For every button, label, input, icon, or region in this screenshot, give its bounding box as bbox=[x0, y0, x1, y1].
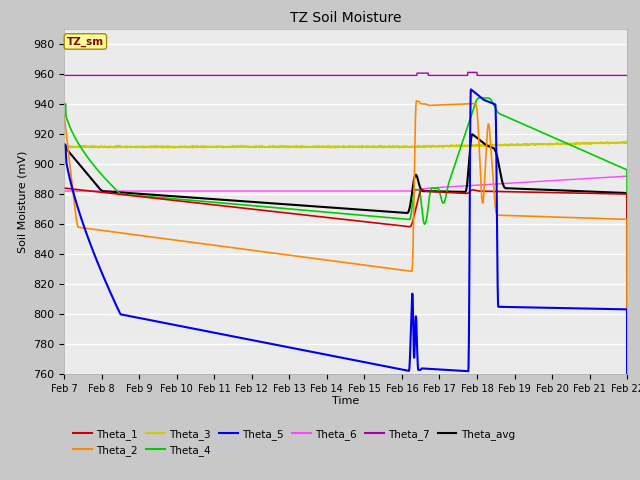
Theta_7 bbox=[276, 72, 284, 78]
Theta_2 bbox=[612, 216, 620, 222]
Theta_7 bbox=[612, 72, 620, 78]
Theta_7 bbox=[464, 70, 472, 75]
Theta_3 bbox=[124, 144, 132, 150]
Theta_4 bbox=[301, 207, 308, 213]
Theta_6 bbox=[124, 188, 132, 194]
Text: TZ_sm: TZ_sm bbox=[67, 36, 104, 47]
Theta_1 bbox=[60, 185, 68, 191]
Theta_3 bbox=[623, 140, 631, 145]
Theta_avg bbox=[612, 190, 620, 195]
Theta_6 bbox=[60, 188, 68, 194]
Theta_3 bbox=[60, 143, 68, 149]
Theta_5 bbox=[301, 348, 308, 353]
Legend: Theta_1, Theta_2, Theta_3, Theta_4, Theta_5, Theta_6, Theta_7, Theta_avg: Theta_1, Theta_2, Theta_3, Theta_4, Thet… bbox=[69, 424, 519, 460]
Theta_2 bbox=[413, 98, 420, 104]
Line: Theta_avg: Theta_avg bbox=[64, 134, 627, 480]
Theta_avg bbox=[60, 143, 68, 149]
Theta_5 bbox=[467, 86, 475, 92]
Theta_2 bbox=[276, 251, 284, 257]
Theta_avg bbox=[468, 132, 476, 137]
Theta_4 bbox=[475, 95, 483, 101]
Theta_5 bbox=[276, 343, 284, 348]
Theta_5 bbox=[612, 306, 620, 312]
Theta_1 bbox=[276, 209, 284, 215]
Theta_4 bbox=[612, 162, 620, 168]
Theta_6 bbox=[623, 173, 631, 179]
Theta_1 bbox=[301, 212, 308, 218]
Theta_5 bbox=[552, 305, 559, 311]
Theta_3 bbox=[623, 139, 630, 144]
Theta_4 bbox=[276, 205, 284, 211]
Theta_avg bbox=[552, 187, 559, 193]
Theta_avg bbox=[124, 190, 132, 196]
Theta_3 bbox=[612, 141, 620, 146]
Theta_2 bbox=[552, 214, 559, 220]
Theta_3 bbox=[552, 142, 559, 147]
Theta_avg bbox=[301, 203, 308, 209]
Theta_4 bbox=[124, 192, 132, 198]
Theta_6 bbox=[552, 178, 559, 183]
Theta_avg bbox=[158, 192, 166, 198]
Theta_7 bbox=[60, 72, 68, 78]
Theta_2 bbox=[60, 111, 68, 117]
Theta_6 bbox=[276, 188, 284, 194]
Line: Theta_3: Theta_3 bbox=[64, 142, 627, 148]
Theta_5 bbox=[124, 313, 132, 319]
Theta_7 bbox=[552, 72, 559, 78]
Theta_avg bbox=[276, 201, 284, 207]
Theta_1 bbox=[158, 196, 166, 202]
Theta_7 bbox=[623, 72, 631, 78]
Theta_4 bbox=[552, 135, 559, 141]
Theta_5 bbox=[60, 142, 68, 147]
Theta_2 bbox=[158, 235, 166, 241]
Theta_3 bbox=[301, 144, 308, 150]
Line: Theta_6: Theta_6 bbox=[64, 176, 627, 191]
Theta_7 bbox=[301, 72, 308, 78]
Theta_6 bbox=[612, 174, 620, 180]
Y-axis label: Soil Moisture (mV): Soil Moisture (mV) bbox=[17, 150, 28, 253]
Line: Theta_7: Theta_7 bbox=[64, 72, 627, 75]
Title: TZ Soil Moisture: TZ Soil Moisture bbox=[290, 11, 401, 25]
Theta_3 bbox=[158, 144, 166, 150]
Theta_1 bbox=[124, 192, 132, 198]
Theta_2 bbox=[301, 254, 308, 260]
Theta_1 bbox=[612, 191, 620, 197]
Line: Theta_1: Theta_1 bbox=[64, 188, 627, 480]
X-axis label: Time: Time bbox=[332, 396, 359, 406]
Line: Theta_4: Theta_4 bbox=[64, 98, 627, 480]
Theta_6 bbox=[158, 188, 166, 194]
Line: Theta_2: Theta_2 bbox=[64, 101, 627, 480]
Theta_4 bbox=[158, 195, 166, 201]
Line: Theta_5: Theta_5 bbox=[64, 89, 627, 480]
Theta_5 bbox=[158, 320, 166, 325]
Theta_4 bbox=[60, 101, 68, 107]
Theta_3 bbox=[171, 145, 179, 151]
Theta_6 bbox=[301, 188, 308, 194]
Theta_1 bbox=[552, 190, 559, 195]
Theta_2 bbox=[124, 231, 132, 237]
Theta_3 bbox=[276, 144, 284, 150]
Theta_7 bbox=[158, 72, 166, 78]
Theta_7 bbox=[124, 72, 132, 78]
